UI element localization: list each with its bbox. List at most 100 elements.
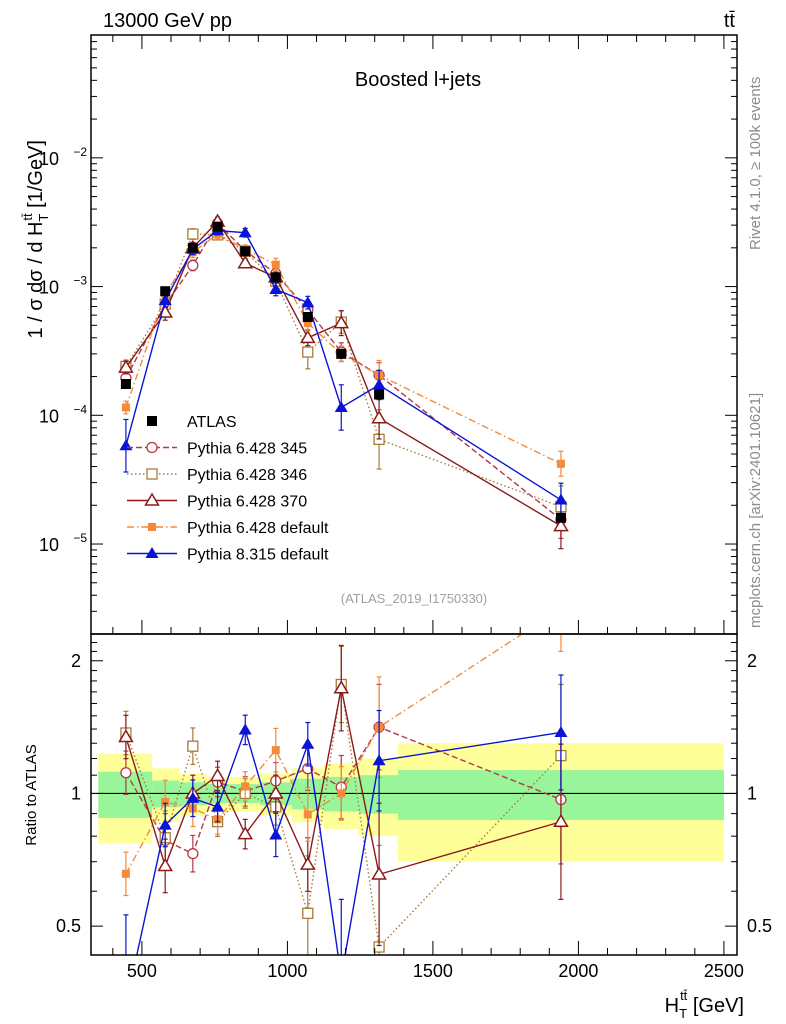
series-line-ratio	[125, 634, 524, 875]
series-line-ratio	[125, 688, 562, 876]
beam-label: 13000 GeV pp	[103, 10, 232, 32]
series-line-main	[125, 233, 562, 465]
data-point	[371, 410, 387, 424]
data-point	[301, 296, 315, 308]
data-point	[554, 725, 568, 738]
data-point	[118, 729, 134, 743]
data-point	[301, 737, 315, 749]
rivet-note: Rivet 4.1.0, ≥ 100k events	[747, 77, 764, 250]
data-point	[118, 359, 134, 373]
series-line-main	[125, 233, 562, 508]
data-point	[374, 389, 385, 400]
ratio-frame	[90, 633, 738, 956]
data-point	[121, 403, 130, 412]
data-point	[372, 754, 386, 766]
data-point	[299, 856, 316, 870]
data-point	[212, 221, 223, 232]
legend-marker	[146, 441, 158, 454]
ratio-y-axis-label: Ratio to ATLAS	[23, 744, 40, 845]
data-point	[241, 782, 250, 791]
series-line-ratio	[136, 727, 562, 955]
data-point	[270, 272, 281, 283]
data-point	[302, 346, 314, 358]
legend-marker	[146, 468, 158, 480]
main-frame	[90, 34, 738, 635]
data-point	[160, 286, 171, 297]
y-tick-exponent: −2	[73, 145, 87, 159]
series-4-main	[119, 224, 568, 518]
data-point	[238, 226, 252, 238]
data-point	[237, 826, 254, 840]
x-tick-label: 500	[127, 961, 157, 981]
data-point	[302, 907, 314, 920]
main-y-label-main: 1 / σ dσ / d H	[25, 222, 47, 339]
data-point	[267, 785, 284, 799]
main-y-label-sup: tt̄	[20, 213, 35, 221]
legend-label: Pythia 6.428 default	[187, 520, 329, 537]
data-point	[303, 810, 312, 819]
x-label-sub: T	[679, 1006, 687, 1021]
main-y-label-unit: [1/GeV]	[25, 140, 47, 213]
legend-label: Pythia 8.315 default	[187, 547, 329, 564]
data-point	[240, 246, 251, 257]
x-label-unit: [GeV]	[687, 995, 744, 1017]
data-point	[555, 512, 566, 523]
data-point	[371, 866, 387, 880]
main-panel: 10 −5 10 −4 10 −3 10 −2 ATLAS Pythia 6.428 345 Pyt…	[39, 34, 738, 635]
x-tick-label: 1000	[267, 961, 307, 981]
data-point	[187, 740, 199, 752]
site-note: mcplots.cern.ch [arXiv:2401.10621]	[747, 393, 764, 628]
data-point	[333, 680, 350, 694]
y-tick-label: 10	[39, 149, 59, 169]
y-tick-label: 10	[39, 278, 59, 298]
x-tick-label: 1500	[413, 961, 453, 981]
atlas-data	[120, 221, 566, 523]
data-point	[271, 260, 280, 269]
data-point	[372, 378, 386, 390]
x-label-main: H	[665, 995, 679, 1017]
y-tick-label: 10	[39, 406, 59, 426]
uncertainty-band-inner	[358, 775, 398, 814]
legend-marker	[144, 492, 160, 506]
data-point	[302, 312, 313, 323]
data-point	[187, 242, 198, 253]
ratio-y-tick-label-right: 2	[747, 651, 757, 671]
data-point	[303, 319, 312, 328]
series-line-main	[125, 229, 562, 501]
legend-label: Pythia 6.428 346	[187, 467, 307, 484]
main-y-label-sub: T	[36, 214, 51, 222]
data-point	[158, 818, 172, 830]
y-tick-exponent: −4	[73, 402, 87, 416]
ratio-panel: 0.5 0.51 12 2500 1000 1500 2000 2500	[56, 633, 772, 981]
data-point	[238, 723, 252, 735]
series-2-ratio	[118, 644, 569, 947]
ratio-y-tick-label-left: 0.5	[56, 916, 81, 936]
ratio-y-tick-label-left: 1	[71, 783, 81, 803]
main-y-axis-label: 1 / σ dσ / d HTtt̄ [1/GeV]	[20, 140, 51, 339]
x-tick-label: 2500	[704, 961, 744, 981]
legend-marker	[148, 523, 156, 531]
y-tick-exponent: −3	[73, 274, 87, 288]
data-point	[336, 348, 347, 359]
series-0-main	[120, 217, 567, 539]
data-point	[553, 518, 569, 532]
series-line-ratio	[125, 726, 562, 855]
y-tick-exponent: −5	[73, 531, 87, 545]
legend: ATLAS Pythia 6.428 345 Pythia 6.428 346 Pyt…	[127, 414, 329, 564]
analysis-id: (ATLAS_2019_I1750330)	[341, 591, 487, 606]
data-point	[120, 379, 131, 390]
data-point	[119, 439, 133, 451]
process-label: tt̄	[724, 10, 736, 32]
data-point	[556, 459, 565, 468]
legend-marker	[145, 547, 159, 559]
ratio-y-tick-label-right: 0.5	[747, 916, 772, 936]
legend-label: Pythia 6.428 370	[187, 494, 307, 511]
data-point	[157, 857, 174, 872]
legend-label: Pythia 6.428 345	[187, 441, 307, 458]
data-point	[334, 400, 348, 413]
data-point	[209, 767, 226, 782]
data-point	[337, 789, 346, 798]
x-tick-label: 2000	[558, 961, 598, 981]
data-point	[271, 746, 280, 755]
